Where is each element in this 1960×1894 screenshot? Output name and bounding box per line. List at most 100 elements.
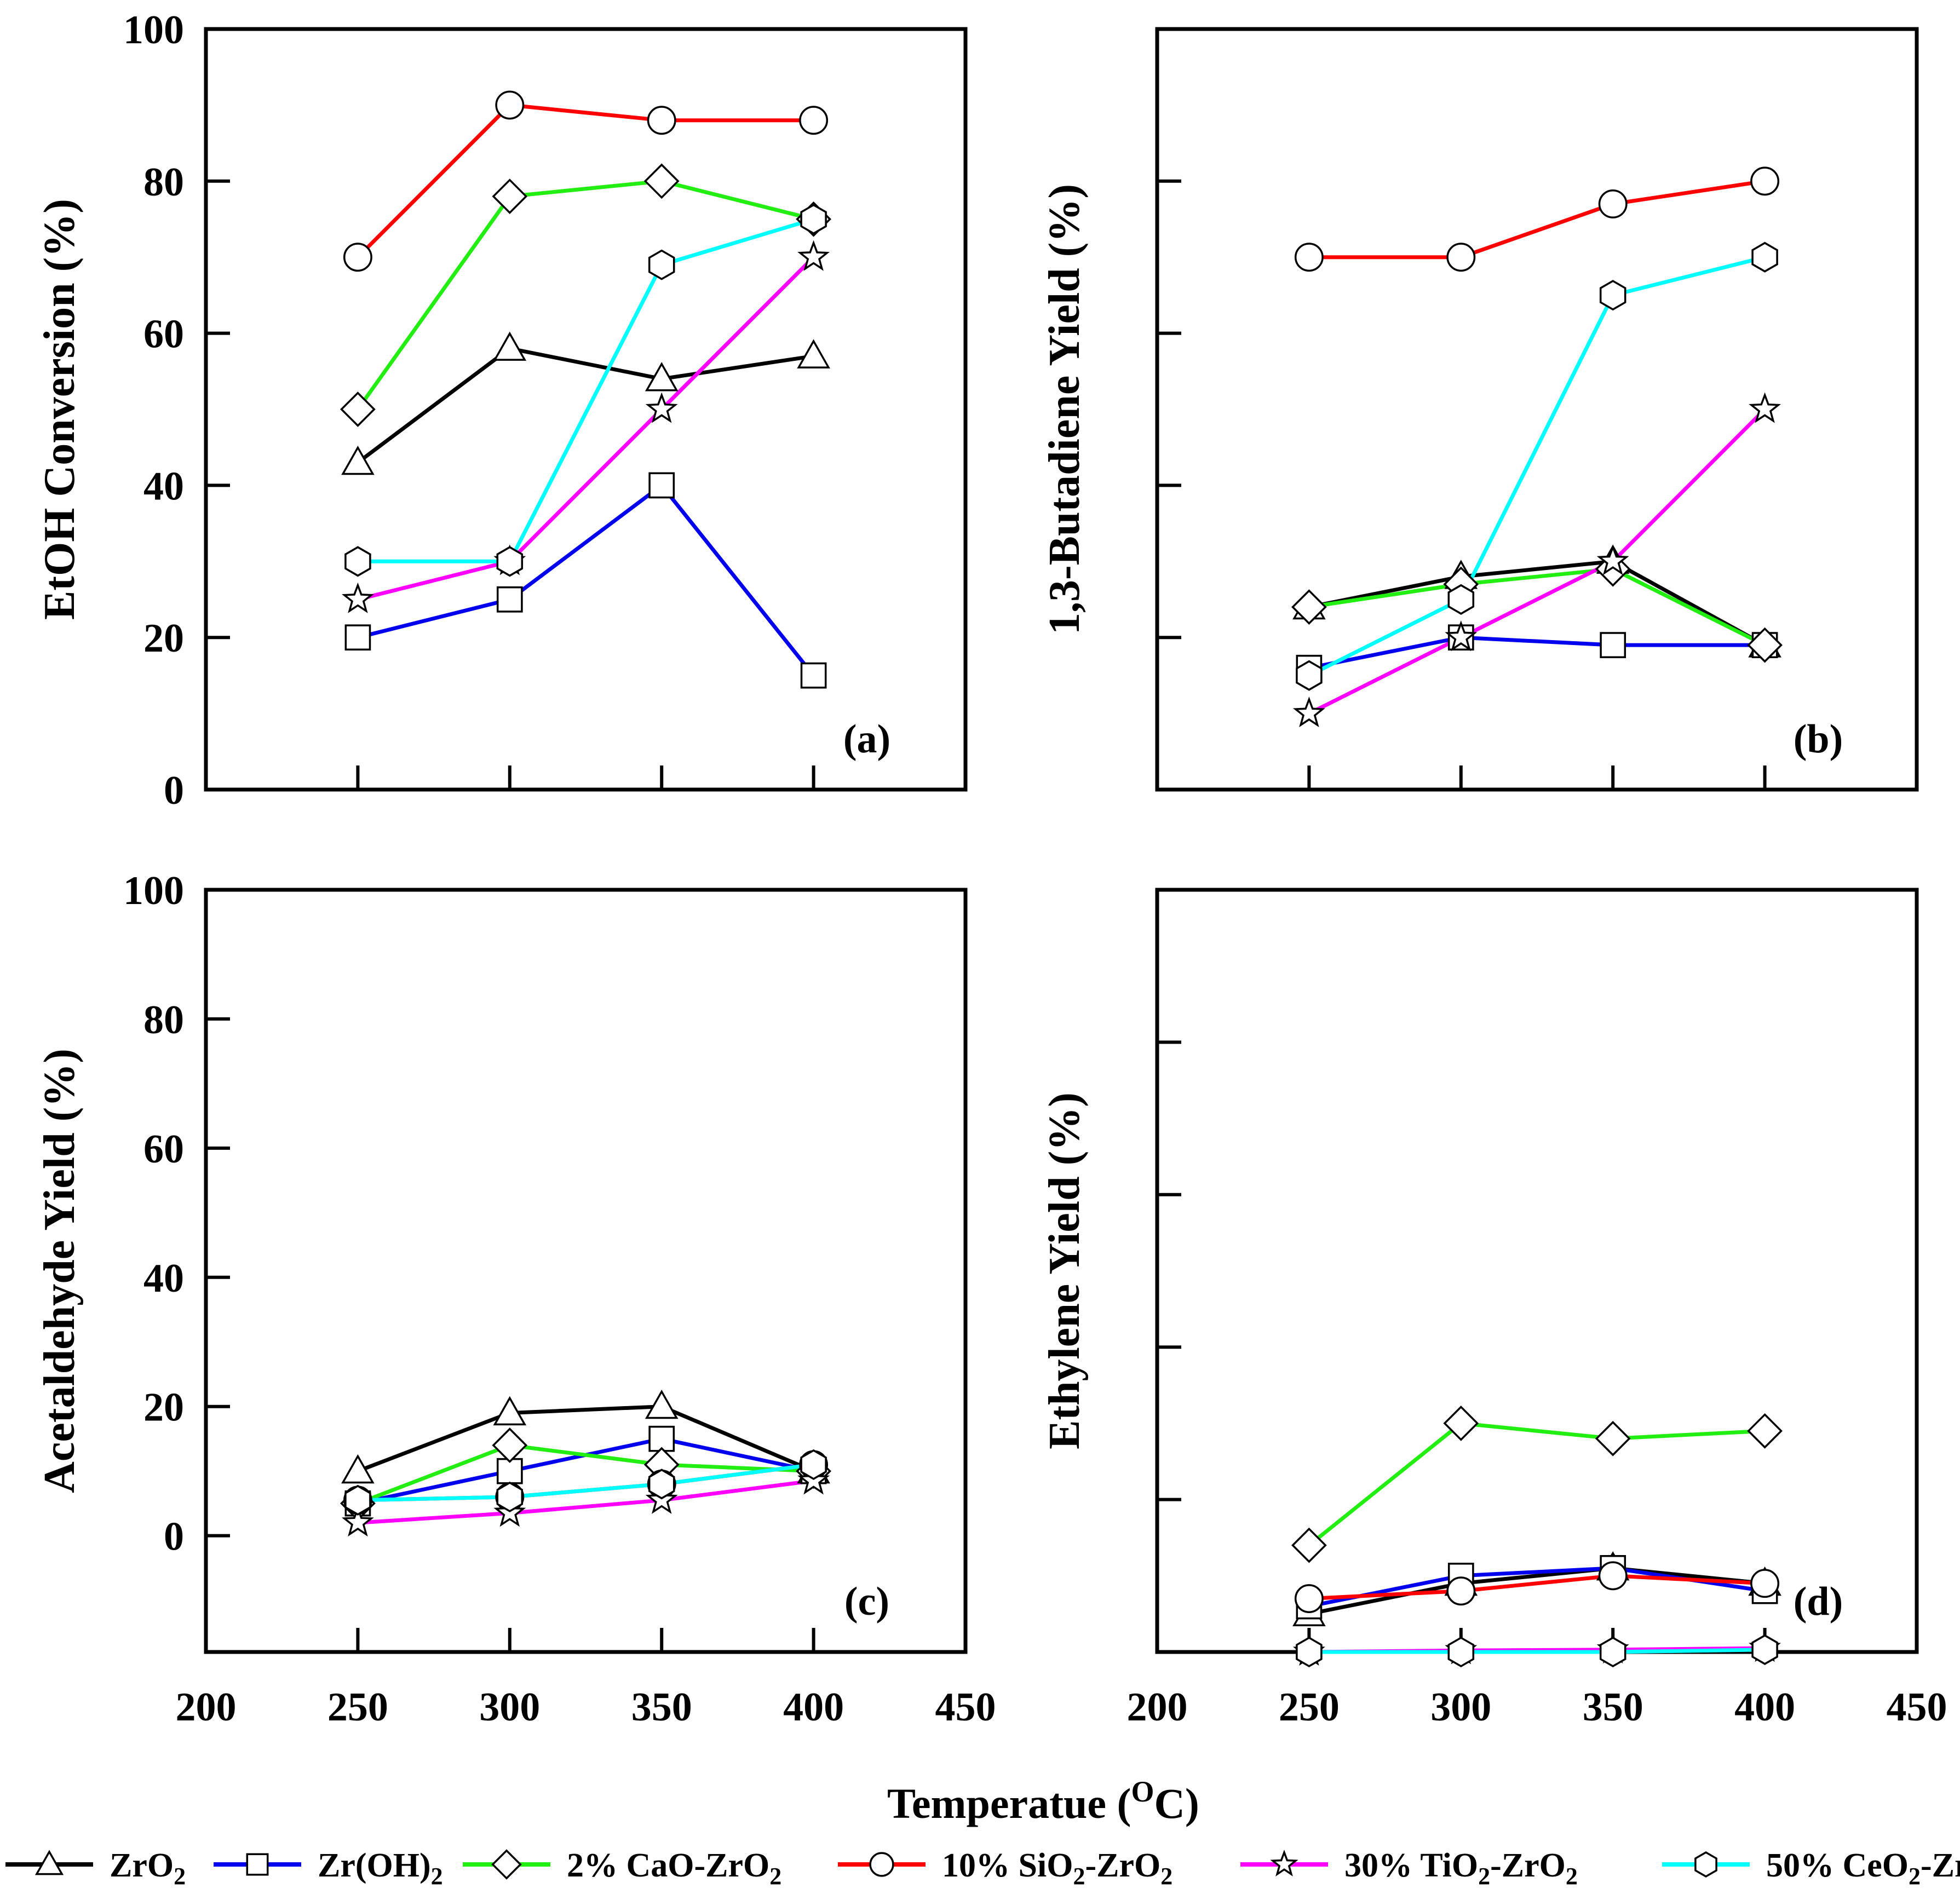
series-line-5 [357,256,815,602]
series-line-3 [356,179,814,411]
data-point [647,106,676,135]
panel-label: (a) [843,717,890,762]
series-line-2 [357,1437,814,1506]
panel-label: (c) [844,1579,889,1624]
legend: ZrO2 Zr(OH)2 2% CaO-ZrO2 10% SiO2-ZrO2 30% T… [5,1847,1960,1890]
y-axis-title: Acetaldehyde Yield (%) [36,1049,84,1493]
series-line-1 [1308,559,1766,647]
series-line-4 [1309,179,1766,260]
data-point [1447,584,1475,615]
series-line-2 [357,483,815,677]
data-point [1600,632,1626,658]
x-tick-label: 250 [327,1685,388,1730]
x-axis-title-sup: O [1131,1775,1154,1808]
y-tick-label: 100 [123,8,184,53]
data-point [1294,243,1324,272]
legend-label: 30% TiO2-ZrO2 [1344,1847,1578,1890]
x-tick-label: 400 [1734,1685,1795,1730]
x-tick-label: 200 [1127,1685,1188,1730]
legend-item: Zr(OH)2 [214,1847,443,1890]
data-point [492,179,528,214]
data-point [800,204,827,235]
data-point [1750,166,1780,196]
legend-item: 30% TiO2-ZrO2 [1240,1847,1578,1890]
y-tick-label: 40 [143,1256,184,1301]
legend-label: 10% SiO2-ZrO2 [942,1847,1172,1890]
x-axis-title-end: C) [1154,1780,1199,1827]
legend-item: 10% SiO2-ZrO2 [838,1847,1172,1890]
x-tick-label: 350 [631,1685,692,1730]
y-tick-label: 20 [143,616,184,661]
data-point [797,339,830,369]
series-line-3 [1308,567,1766,647]
data-point [1599,280,1626,311]
series-line-5 [1308,408,1767,716]
series-line-1 [357,1404,814,1473]
data-point [493,1396,527,1426]
data-point [1443,1406,1479,1441]
data-point [341,445,375,475]
data-point [648,1425,675,1452]
x-tick-label: 350 [1583,1685,1643,1730]
data-point [797,240,830,271]
data-point [1749,392,1781,423]
x-tick-label: 300 [479,1685,540,1730]
x-axis-title: Temperatue (OC) [887,1775,1199,1827]
series-line-5 [358,1478,814,1525]
x-tick-label: 450 [935,1685,996,1730]
y-axis-title: EtOH Conversion (%) [36,199,84,620]
data-point [344,624,371,651]
data-point [1445,620,1478,652]
series-line-6 [1308,255,1766,677]
data-point [344,1484,371,1516]
series-line-2 [1308,635,1765,670]
data-point [1292,696,1325,728]
legend-marker [246,1853,269,1876]
chart-panel-b: 1,3-Butadiene Yield (%) (b) [1041,27,1919,792]
y-tick-label: 40 [143,464,184,509]
series-line-3 [1308,1421,1765,1547]
legend-marker [1270,1849,1298,1876]
data-point [496,546,524,577]
plot-frame [204,888,968,1654]
legend-label: 2% CaO-ZrO2 [567,1847,781,1890]
y-tick-label: 20 [143,1385,184,1430]
chart-panel-c: 0 20 40 60 80 100 200 250 300 350 400 450 Acetaldehy… [36,868,996,1730]
legend-item: 2% CaO-ZrO2 [463,1847,781,1890]
data-point [1747,1413,1783,1449]
legend-item: ZrO2 [5,1847,186,1890]
series-line-3 [357,1443,814,1505]
data-point [645,392,678,423]
data-point [1598,189,1628,218]
x-tick-label: 200 [176,1685,237,1730]
data-point [1751,1634,1778,1665]
plot-frame [1155,27,1919,792]
legend-marker [1694,1851,1717,1878]
y-tick-label: 80 [143,160,184,205]
x-axis-title-main: Temperatue ( [887,1780,1131,1827]
panel-label: (d) [1794,1579,1843,1624]
legend-label: Zr(OH)2 [318,1847,443,1890]
x-tick-label: 400 [783,1685,844,1730]
data-point [799,106,829,135]
panel-label: (b) [1794,717,1843,762]
data-point [496,586,523,613]
data-point [1296,1636,1323,1668]
series-line-1 [1308,1566,1765,1616]
data-point [341,1454,375,1484]
plot-frame [204,27,968,792]
legend-marker [35,1850,64,1875]
series-line-4 [356,103,814,259]
series-line-6 [358,217,814,563]
data-point [648,472,675,499]
data-point [344,546,371,577]
data-point [496,1458,523,1484]
plot-frame [1155,888,1919,1654]
data-point [343,243,372,272]
data-point [496,1481,524,1512]
data-point [1446,1576,1476,1606]
data-point [1291,1527,1327,1563]
data-point [645,1389,679,1419]
data-point [648,1469,675,1500]
